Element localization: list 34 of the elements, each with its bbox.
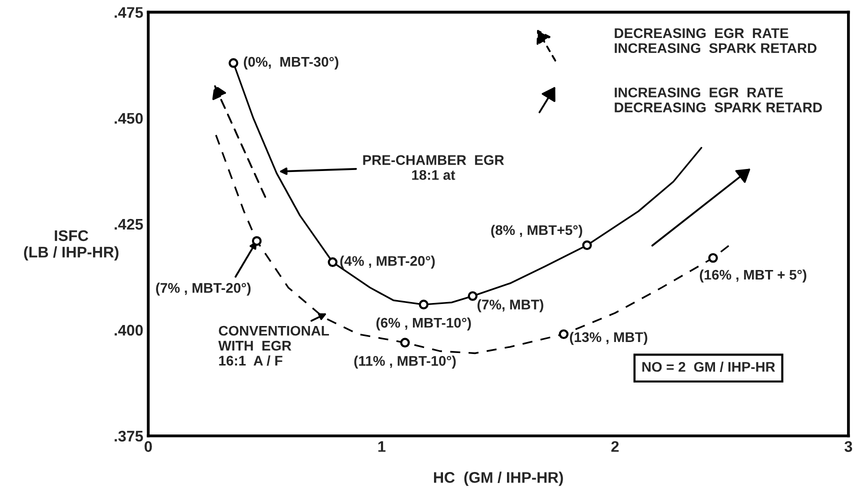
annotation: PRE-CHAMBER EGR 18:1 at [363,155,504,180]
annotation: DECREASING EGR RATE INCREASING SPARK RETARD [614,28,816,54]
point [708,253,718,263]
y-tick-label: .450 [114,112,143,124]
annotation: (7%, MBT) [478,299,544,312]
annotation: (4% , MBT-20°) [340,256,435,269]
y-tick-label: .400 [114,324,143,336]
point [400,338,410,348]
annotation: INCREASING EGR RATE DECREASING SPARK RETARD [614,88,822,112]
annotation: (16% , MBT + 5°) [700,269,806,282]
x-axis-title: HC (GM / IHP-HR) [434,472,563,486]
annotation: (13% , MBT) [570,332,648,345]
point [468,291,478,301]
point [418,300,429,310]
annotation: (0%, MBT-30°) [244,56,338,70]
point [558,329,569,340]
y-tick-label: .475 [114,7,143,18]
annotation: CONVENTIONAL WITH EGR 16:1 A / F [218,326,329,366]
x-tick-label: 1 [378,441,386,452]
annotation: (7% , MBT-20°) [156,282,251,296]
point [328,257,338,267]
y-tick-label: .375 [114,430,143,442]
annotation: (8% , MBT+5°) [491,224,582,238]
point [228,58,238,68]
x-tick-label: 3 [844,441,852,452]
point [582,240,592,250]
x-tick-label: 0 [144,441,152,452]
y-tick-label: .425 [114,218,143,230]
annotation: (11% , MBT-10°) [354,356,456,369]
annotation: NO = 2 GM / IHP-HR [642,362,776,372]
y-axis-title: ISFC (LB / IHP-HR) [24,230,118,261]
point [252,236,262,246]
annotation: (6% , MBT-10°) [376,317,471,330]
x-tick-label: 2 [611,441,619,452]
